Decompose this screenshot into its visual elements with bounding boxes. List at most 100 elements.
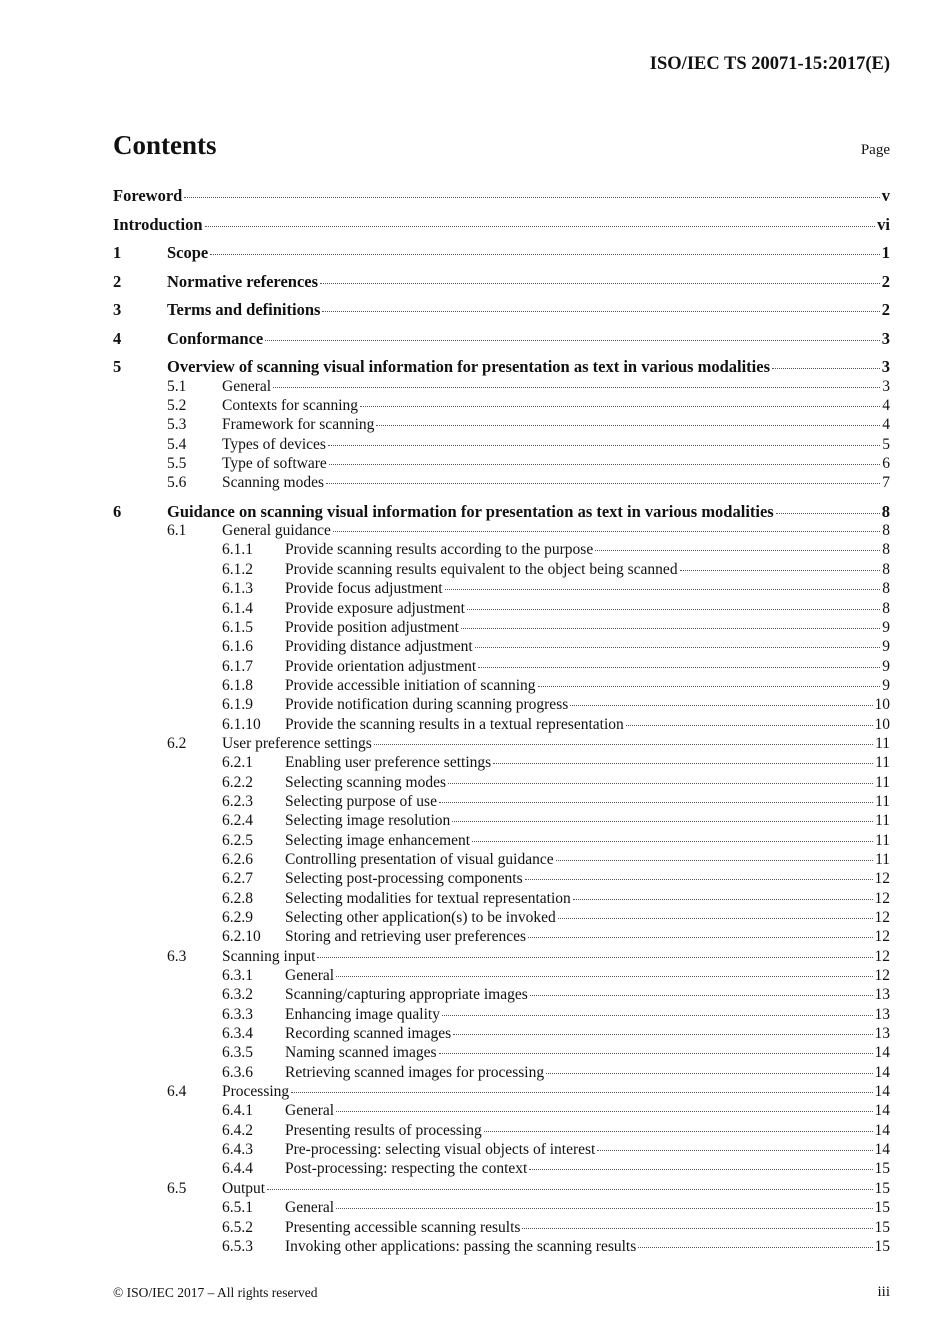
toc-entry[interactable]: 6.2.3 Selecting purpose of use 11 xyxy=(113,792,890,811)
dot-leader xyxy=(184,197,880,198)
dot-leader xyxy=(336,1111,873,1113)
toc-entry[interactable]: 3 Terms and definitions 2 xyxy=(113,300,890,319)
dot-leader xyxy=(317,956,873,958)
toc-entry[interactable]: 6.5.3 Invoking other applications: passin… xyxy=(113,1237,890,1256)
toc-entry-number: 6.1.8 xyxy=(222,676,253,694)
toc-entry-title: Provide scanning results equivalent to t… xyxy=(285,560,678,578)
toc-entry-page: 8 xyxy=(882,580,890,598)
toc-entry[interactable]: 5.4 Types of devices 5 xyxy=(113,435,890,454)
toc-entry[interactable]: Introduction vi xyxy=(113,215,890,234)
toc-entry[interactable]: 6.4.3 Pre-processing: selecting visual ob… xyxy=(113,1140,890,1159)
toc-entry[interactable]: 6.3.3 Enhancing image quality 13 xyxy=(113,1005,890,1024)
toc-entry-number: 4 xyxy=(113,328,122,348)
toc-entry[interactable]: 1 Scope 1 xyxy=(113,243,890,262)
toc-entry-page: 12 xyxy=(874,889,891,907)
toc-entry-number: 2 xyxy=(113,271,122,291)
toc-entry-page: 14 xyxy=(874,1063,891,1081)
toc-entry-number: 6.2.6 xyxy=(222,850,253,868)
toc-entry[interactable]: 6.1.7 Provide orientation adjustment 9 xyxy=(113,657,890,676)
toc-entry-number: 6.3.5 xyxy=(222,1044,253,1062)
toc-entry[interactable]: 6.2.1 Enabling user preference settings 11 xyxy=(113,753,890,772)
toc-entry-title: Foreword xyxy=(113,186,183,205)
toc-entry-number: 6.1.3 xyxy=(222,580,253,598)
dot-leader xyxy=(625,724,873,726)
toc-entry[interactable]: 5.1 General 3 xyxy=(113,377,890,396)
toc-entry-title: Retrieving scanned images for processing xyxy=(285,1063,545,1081)
toc-entry-page: 4 xyxy=(882,396,890,414)
toc-entry[interactable]: 6.5.2 Presenting accessible scanning resu… xyxy=(113,1218,890,1237)
toc-entry[interactable]: 6 Guidance on scanning visual information… xyxy=(113,502,890,521)
toc-entry-page: 12 xyxy=(874,967,891,985)
dot-leader xyxy=(438,801,874,803)
toc-entry[interactable]: 6.4.1 General 14 xyxy=(113,1101,890,1120)
dot-leader xyxy=(291,1092,873,1094)
toc-entry-number: 6.2.5 xyxy=(222,831,253,849)
toc-entry[interactable]: 6.2.5 Selecting image enhancement 11 xyxy=(113,831,890,850)
toc-entry[interactable]: 6.4.2 Presenting results of processing 14 xyxy=(113,1121,890,1140)
toc-entry-number: 6.2.8 xyxy=(222,889,253,907)
toc-entry[interactable]: 6.1.1 Provide scanning results according … xyxy=(113,540,890,559)
toc-entry[interactable]: 5 Overview of scanning visual information… xyxy=(113,357,890,376)
toc-entry[interactable]: 5.5 Type of software 6 xyxy=(113,454,890,473)
toc-entry[interactable]: 6.2.9 Selecting other application(s) to b… xyxy=(113,908,890,927)
toc-entry[interactable]: 6.1.4 Provide exposure adjustment 8 xyxy=(113,599,890,618)
toc-entry[interactable]: 6.2.10 Storing and retrieving user prefer… xyxy=(113,927,890,946)
dot-leader xyxy=(373,743,874,745)
toc-entry-number: 6.4.1 xyxy=(222,1102,253,1120)
toc-entry-page: 3 xyxy=(881,357,890,377)
toc-entry[interactable]: 6.2 User preference settings 11 xyxy=(113,734,890,753)
toc-entry-page: 10 xyxy=(874,696,891,714)
dot-leader xyxy=(570,705,873,707)
toc-entry[interactable]: 6.5.1 General 15 xyxy=(113,1198,890,1217)
dot-leader xyxy=(597,1150,873,1152)
toc-entry[interactable]: 6.1.5 Provide position adjustment 9 xyxy=(113,618,890,637)
toc-entry-number: 6.5.1 xyxy=(222,1199,253,1217)
toc-entry-page: 11 xyxy=(875,812,890,830)
toc-entry[interactable]: 5.3 Framework for scanning 4 xyxy=(113,415,890,434)
toc-entry[interactable]: 2 Normative references 2 xyxy=(113,272,890,291)
toc-entry-title: Contexts for scanning xyxy=(222,396,359,414)
toc-entry-page: 11 xyxy=(875,773,890,791)
toc-entry[interactable]: 6.2.6 Controlling presentation of visual … xyxy=(113,850,890,869)
toc-entry[interactable]: 6.1 General guidance 8 xyxy=(113,521,890,540)
toc-entry[interactable]: 6.4 Processing 14 xyxy=(113,1082,890,1101)
toc-entry-title: Framework for scanning xyxy=(222,416,375,434)
dot-leader xyxy=(572,898,873,900)
toc-entry[interactable]: 6.1.9 Provide notification during scannin… xyxy=(113,695,890,714)
page-title: Contents xyxy=(113,130,217,160)
toc-entry-number: 5.5 xyxy=(167,454,187,472)
toc-entry[interactable]: 4 Conformance 3 xyxy=(113,329,890,348)
toc-entry-number: 6.1.4 xyxy=(222,599,253,617)
toc-entry[interactable]: 6.3 Scanning input 12 xyxy=(113,947,890,966)
toc-entry-number: 6.1.2 xyxy=(222,560,253,578)
toc-entry[interactable]: 6.2.8 Selecting modalities for textual re… xyxy=(113,889,890,908)
toc-entry[interactable]: 6.2.4 Selecting image resolution 11 xyxy=(113,811,890,830)
toc-entry[interactable]: 6.5 Output 15 xyxy=(113,1179,890,1198)
toc-entry-number: 6.3.2 xyxy=(222,986,253,1004)
toc-entry[interactable]: 6.3.2 Scanning/capturing appropriate imag… xyxy=(113,985,890,1004)
toc-entry[interactable]: 6.1.2 Provide scanning results equivalent… xyxy=(113,560,890,579)
toc-entry[interactable]: 6.4.4 Post-processing: respecting the con… xyxy=(113,1159,890,1178)
toc-entry-page: 15 xyxy=(874,1160,891,1178)
toc-entry-title: Selecting modalities for textual represe… xyxy=(285,889,571,907)
toc-entry[interactable]: 6.1.3 Provide focus adjustment 8 xyxy=(113,579,890,598)
toc-entry-page: 9 xyxy=(882,676,890,694)
toc-entry-title: Post-processing: respecting the context xyxy=(285,1160,528,1178)
toc-entry[interactable]: 6.3.1 General 12 xyxy=(113,966,890,985)
toc-entry[interactable]: 6.1.8 Provide accessible initiation of sc… xyxy=(113,676,890,695)
toc-entry[interactable]: 6.2.2 Selecting scanning modes 11 xyxy=(113,773,890,792)
toc-entry[interactable]: 6.3.4 Recording scanned images 13 xyxy=(113,1024,890,1043)
toc-entry[interactable]: 6.3.5 Naming scanned images 14 xyxy=(113,1043,890,1062)
toc-entry[interactable]: 6.3.6 Retrieving scanned images for proce… xyxy=(113,1063,890,1082)
toc-entry[interactable]: 5.2 Contexts for scanning 4 xyxy=(113,396,890,415)
toc-entry-title: Terms and definitions xyxy=(167,300,321,320)
toc-entry[interactable]: Foreword v xyxy=(113,186,890,205)
toc-entry[interactable]: 6.2.7 Selecting post-processing component… xyxy=(113,869,890,888)
toc-entry-page: 15 xyxy=(874,1199,891,1217)
toc-entry-title: Normative references xyxy=(167,271,319,291)
toc-entry[interactable]: 5.6 Scanning modes 7 xyxy=(113,473,890,492)
dot-leader xyxy=(595,550,881,552)
toc-entry[interactable]: 6.1.10 Provide the scanning results in a … xyxy=(113,715,890,734)
toc-entry[interactable]: 6.1.6 Providing distance adjustment 9 xyxy=(113,637,890,656)
toc-entry-page: 8 xyxy=(881,501,890,521)
